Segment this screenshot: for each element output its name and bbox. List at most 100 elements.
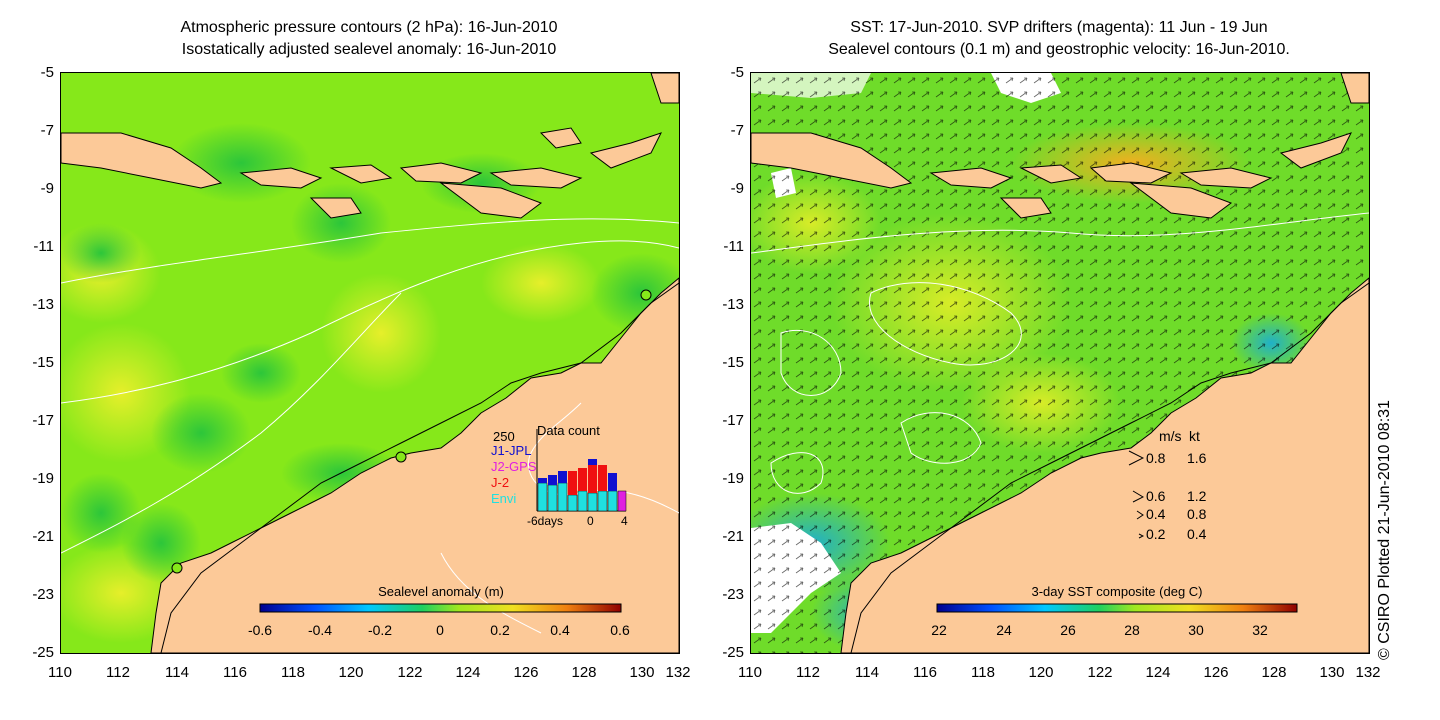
velocity-legend-kt: 0.8 <box>1187 506 1207 522</box>
tide-gauge-marker <box>171 562 183 574</box>
cbar-tick: 0.2 <box>490 622 510 638</box>
bathymetry-contour <box>160 282 679 653</box>
cbar-tick: 24 <box>996 622 1012 638</box>
sealevel-map-svg: Data count 250 J1-JPL J2-GPS J-2 Envi <box>61 73 679 653</box>
sst-map-svg: m/s kt 0.8 1.6 0.6 1.2 0.4 0.8 0.2 0.4 <box>751 73 1369 653</box>
velocity-legend-ms: 0.6 <box>1146 488 1166 504</box>
x-tick: 132 <box>665 664 691 681</box>
y-tick: -7 <box>730 122 744 139</box>
velocity-legend-kt-header: kt <box>1189 428 1200 444</box>
y-tick: -9 <box>730 180 744 197</box>
x-tick: 116 <box>913 664 937 681</box>
y-tick: -17 <box>722 412 744 429</box>
left-title-line1: Atmospheric pressure contours (2 hPa): 1… <box>180 19 558 36</box>
legend-j2-gps: J2-GPS <box>491 459 537 474</box>
data-count-bars <box>537 459 627 512</box>
sealevel-colorbar-label: Sealevel anomaly (m) <box>378 584 504 599</box>
y-tick: -11 <box>723 238 744 255</box>
y-tick: -23 <box>32 586 54 603</box>
x-tick: 110 <box>738 664 762 681</box>
sealevel-contours <box>751 212 1369 494</box>
y-tick: -21 <box>32 528 54 545</box>
right-title-line1: SST: 17-Jun-2010. SVP drifters (magenta)… <box>850 19 1268 36</box>
x-tick: 120 <box>338 664 364 681</box>
y-tick: -7 <box>40 122 54 139</box>
cbar-tick: -0.2 <box>368 622 392 638</box>
x-tick: 120 <box>1028 664 1054 681</box>
velocity-legend-kt: 1.2 <box>1187 488 1207 504</box>
data-count-x-zero: 0 <box>587 514 594 528</box>
cbar-tick: 0.6 <box>610 622 630 638</box>
cbar-tick: 22 <box>931 622 947 638</box>
velocity-legend-kt: 0.4 <box>1187 526 1207 542</box>
x-tick: 126 <box>513 664 539 681</box>
data-count-x-start: -6days <box>527 514 563 528</box>
x-tick: 128 <box>571 664 597 681</box>
tide-gauge-marker <box>640 289 652 301</box>
y-tick: -11 <box>33 238 54 255</box>
velocity-legend-ms: 0.4 <box>1146 506 1166 522</box>
y-tick: -15 <box>722 354 744 371</box>
velocity-legend-kt: 1.6 <box>1187 450 1207 466</box>
legend-envi: Envi <box>491 491 516 506</box>
data-count-ymax: 250 <box>493 429 515 444</box>
y-tick: -5 <box>40 64 54 81</box>
velocity-legend-ms: 0.2 <box>1146 526 1166 542</box>
legend-j2: J-2 <box>491 475 509 490</box>
x-tick: 114 <box>855 664 879 681</box>
left-map: Data count 250 J1-JPL J2-GPS J-2 Envi <box>60 72 680 654</box>
x-tick: 110 <box>48 664 72 681</box>
cbar-tick: 0 <box>436 622 444 638</box>
x-tick: 124 <box>455 664 481 681</box>
x-tick: 122 <box>1087 664 1113 681</box>
y-tick: -13 <box>32 296 54 313</box>
cbar-tick: 28 <box>1124 622 1140 638</box>
right-title-line2: Sealevel contours (0.1 m) and geostrophi… <box>828 41 1290 58</box>
velocity-legend: m/s kt 0.8 1.6 0.6 1.2 0.4 0.8 0.2 0.4 <box>1128 428 1207 542</box>
y-tick: -15 <box>32 354 54 371</box>
y-tick: -19 <box>32 470 54 487</box>
legend-j1-jpl: J1-JPL <box>491 443 531 458</box>
y-tick: -17 <box>32 412 54 429</box>
velocity-legend-ms: 0.8 <box>1146 450 1166 466</box>
x-tick: 124 <box>1145 664 1171 681</box>
data-count-x-end: 4 <box>621 514 628 528</box>
data-count-title: Data count <box>537 423 600 438</box>
islands <box>751 73 1369 219</box>
x-tick: 118 <box>971 664 995 681</box>
x-tick: 128 <box>1261 664 1287 681</box>
sst-colorbar: 3-day SST composite (deg C) 22 24 26 28 … <box>931 584 1298 638</box>
data-count-inset: Data count 250 J1-JPL J2-GPS J-2 Envi <box>491 423 628 528</box>
x-tick: 130 <box>1319 664 1345 681</box>
y-tick: -21 <box>722 528 744 545</box>
cbar-tick: -0.6 <box>248 622 272 638</box>
x-tick: 118 <box>281 664 305 681</box>
y-tick: -13 <box>722 296 744 313</box>
y-tick: -19 <box>722 470 744 487</box>
cbar-tick: 26 <box>1060 622 1076 638</box>
y-tick: -9 <box>40 180 54 197</box>
x-tick: 122 <box>397 664 423 681</box>
y-tick: -23 <box>722 586 744 603</box>
x-tick: 116 <box>223 664 247 681</box>
credit-text: © CSIRO Plotted 21-Jun-2010 08:31 <box>1376 400 1393 660</box>
cbar-tick: 30 <box>1188 622 1204 638</box>
velocity-legend-ms-header: m/s <box>1159 428 1182 444</box>
x-tick: 114 <box>165 664 189 681</box>
cbar-tick: 0.4 <box>550 622 570 638</box>
islands <box>61 73 679 219</box>
tide-gauge-marker <box>395 451 407 463</box>
x-tick: 112 <box>106 664 130 681</box>
sealevel-colorbar: Sealevel anomaly (m) -0.6 -0.4 -0.2 0 0.… <box>248 584 630 638</box>
cbar-tick: 32 <box>1252 622 1268 638</box>
y-tick: -25 <box>32 644 54 661</box>
x-tick: 126 <box>1203 664 1229 681</box>
y-tick: -25 <box>722 644 744 661</box>
left-title-line2: Isostatically adjusted sealevel anomaly:… <box>181 41 557 58</box>
cbar-tick: -0.4 <box>308 622 332 638</box>
x-tick: 132 <box>1355 664 1381 681</box>
bathymetry-contour <box>850 282 1369 653</box>
australia-land <box>150 277 679 653</box>
right-map: m/s kt 0.8 1.6 0.6 1.2 0.4 0.8 0.2 0.4 <box>750 72 1370 654</box>
sst-colorbar-label: 3-day SST composite (deg C) <box>1032 584 1203 599</box>
